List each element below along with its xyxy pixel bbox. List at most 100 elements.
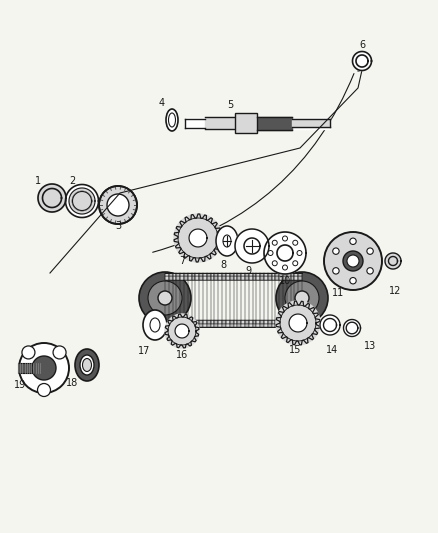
Bar [268, 320, 272, 324]
Ellipse shape [75, 349, 99, 381]
Ellipse shape [143, 310, 167, 340]
Bar [290, 276, 294, 280]
Polygon shape [73, 191, 92, 211]
Circle shape [32, 356, 56, 380]
Bar [169, 324, 173, 327]
Bar [276, 273, 279, 276]
Text: 19: 19 [14, 380, 26, 390]
Text: 10: 10 [279, 276, 291, 286]
Bar [279, 320, 283, 324]
Polygon shape [66, 184, 99, 217]
Polygon shape [42, 189, 61, 207]
Ellipse shape [216, 226, 238, 256]
Bar [230, 273, 233, 276]
Circle shape [99, 186, 137, 224]
Bar [222, 324, 226, 327]
Bar [233, 276, 237, 280]
Circle shape [295, 291, 309, 305]
Polygon shape [292, 119, 330, 127]
Bar [173, 324, 177, 327]
Bar [237, 273, 241, 276]
Bar [203, 324, 207, 327]
Bar [256, 320, 260, 324]
Bar [264, 276, 268, 280]
Bar [173, 276, 177, 280]
Circle shape [268, 251, 273, 255]
Text: 11: 11 [332, 288, 344, 298]
Circle shape [276, 272, 328, 324]
Polygon shape [320, 315, 340, 335]
Bar [180, 320, 184, 324]
Bar [184, 320, 188, 324]
Circle shape [158, 291, 172, 305]
Bar [298, 320, 302, 324]
Polygon shape [205, 117, 235, 129]
Polygon shape [324, 319, 336, 332]
Bar [272, 320, 276, 324]
Polygon shape [189, 229, 207, 247]
Text: 6: 6 [359, 40, 365, 50]
Bar [294, 273, 298, 276]
Bar [287, 273, 290, 276]
Polygon shape [343, 319, 360, 336]
Bar [177, 324, 180, 327]
Polygon shape [175, 324, 189, 338]
Bar [192, 273, 195, 276]
Polygon shape [185, 117, 330, 128]
Bar [260, 273, 264, 276]
Polygon shape [69, 188, 95, 214]
Bar [215, 324, 218, 327]
Polygon shape [235, 229, 269, 263]
Text: 5: 5 [227, 100, 233, 110]
Bar [222, 276, 226, 280]
Bar [222, 320, 226, 324]
Circle shape [324, 232, 382, 290]
Polygon shape [38, 184, 66, 212]
Circle shape [272, 240, 277, 245]
Bar [294, 324, 298, 327]
Bar [207, 320, 211, 324]
Bar [256, 273, 260, 276]
Bar [283, 320, 287, 324]
Circle shape [297, 251, 302, 255]
Bar [218, 324, 222, 327]
Circle shape [272, 261, 277, 266]
Bar [272, 276, 276, 280]
Bar [226, 324, 230, 327]
Circle shape [347, 255, 359, 267]
Bar [226, 320, 230, 324]
Polygon shape [346, 322, 358, 334]
Bar [290, 273, 294, 276]
Bar [283, 324, 287, 327]
Bar [218, 320, 222, 324]
Bar [283, 276, 287, 280]
Bar [207, 276, 211, 280]
Bar [298, 273, 302, 276]
Bar [188, 273, 192, 276]
Circle shape [350, 278, 356, 284]
Circle shape [333, 268, 339, 274]
Bar [184, 324, 188, 327]
Polygon shape [257, 117, 292, 130]
Bar [177, 320, 180, 324]
Bar [188, 276, 192, 280]
Bar [294, 276, 298, 280]
Bar [230, 324, 233, 327]
Circle shape [53, 346, 66, 359]
Bar [199, 324, 203, 327]
Bar [192, 324, 195, 327]
Ellipse shape [150, 318, 160, 332]
Bar [169, 276, 173, 280]
Text: 4: 4 [159, 98, 165, 108]
Text: 15: 15 [289, 345, 301, 355]
Bar [192, 320, 195, 324]
Bar [279, 276, 283, 280]
Bar [237, 320, 241, 324]
Bar [276, 320, 279, 324]
Text: 7: 7 [179, 256, 185, 266]
Bar [177, 273, 180, 276]
Bar [218, 276, 222, 280]
Bar [260, 324, 264, 327]
Bar [177, 276, 180, 280]
Bar [173, 273, 177, 276]
